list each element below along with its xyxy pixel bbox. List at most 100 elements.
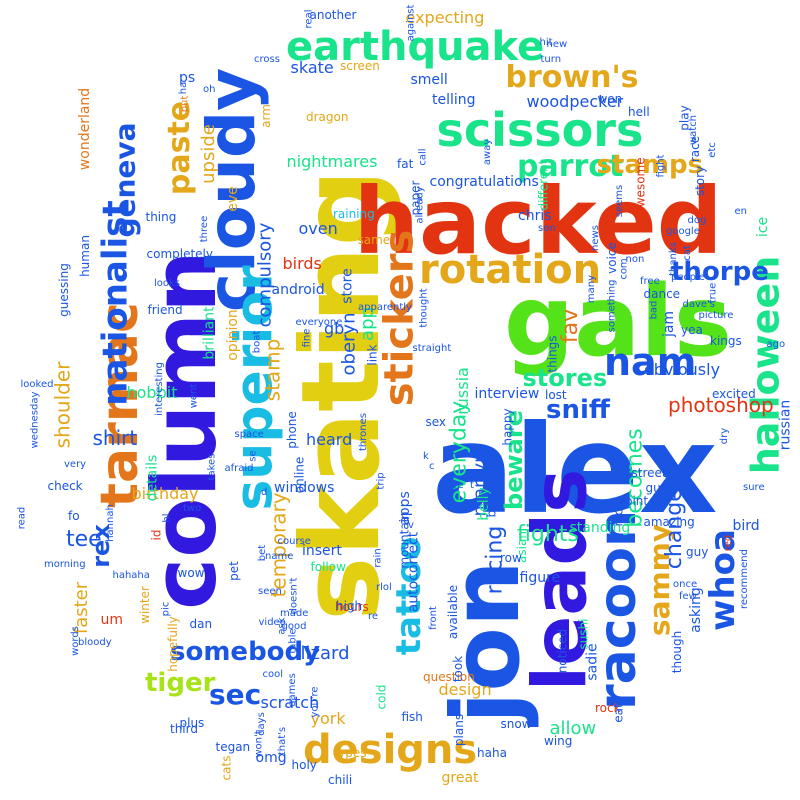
- word-hacked: hacked: [353, 168, 723, 275]
- word-standing: standing: [569, 520, 631, 536]
- word-windows: windows: [274, 480, 335, 496]
- word-street: street: [631, 466, 667, 480]
- word-google: google: [666, 226, 700, 237]
- word-hannah: hannah: [104, 504, 116, 542]
- word-already: already: [414, 186, 426, 224]
- word-woodpecker: woodpecker: [526, 92, 624, 111]
- word-ha: ha: [178, 81, 190, 95]
- word-android: android: [271, 282, 325, 298]
- word-three: three: [199, 215, 211, 243]
- word-thing: thing: [145, 210, 177, 224]
- word-v: v: [408, 520, 414, 531]
- word-guy: guy: [686, 545, 709, 559]
- word-tiger: tiger: [145, 668, 216, 698]
- word-sure: sure: [743, 482, 765, 493]
- word-dragon: dragon: [306, 110, 349, 124]
- word-jam: jam: [661, 310, 678, 338]
- word-high: high: [336, 599, 363, 613]
- word-great: great: [441, 770, 479, 786]
- word-t: t: [470, 480, 474, 491]
- word-screen: screen: [340, 59, 380, 73]
- word-tegan: tegan: [215, 740, 251, 754]
- word-son: son: [538, 223, 556, 234]
- word-human: human: [77, 235, 92, 277]
- word-skate: skate: [290, 58, 334, 77]
- word-shoulder: shoulder: [49, 361, 74, 449]
- word-dan: dan: [189, 617, 213, 631]
- word-cross: cross: [254, 54, 280, 65]
- word-non: non: [625, 254, 645, 265]
- word-you-re: you're: [309, 686, 321, 718]
- word-hopefully: hopefully: [165, 616, 180, 672]
- word-i-ve: i've: [446, 480, 464, 491]
- word-sec: sec: [209, 678, 262, 711]
- word-awesome: awesome: [633, 157, 648, 215]
- word-hell: hell: [628, 105, 650, 119]
- word-turn: turn: [540, 54, 562, 65]
- word-designs: designs: [303, 727, 478, 773]
- word-lizard: lizard: [300, 643, 350, 664]
- word-bird: bird: [732, 518, 760, 534]
- word-allow: allow: [549, 718, 597, 739]
- word-hahaha: hahaha: [112, 570, 150, 581]
- word-bikes: bikes: [484, 486, 499, 518]
- word-cat: cat: [681, 245, 693, 261]
- word-interview: interview: [474, 386, 540, 402]
- word-apparently: apparently: [358, 302, 412, 313]
- word-online: online: [291, 456, 306, 494]
- word-etc: etc: [706, 142, 718, 158]
- word-re: re: [368, 611, 379, 622]
- word-different: different: [535, 159, 550, 211]
- word-obviously: obviously: [644, 360, 721, 379]
- word-space: space: [234, 429, 264, 440]
- word-rain: rain: [372, 548, 384, 568]
- word-pic: pic: [159, 601, 171, 617]
- word-yea: yea: [681, 323, 703, 337]
- word-birthday: birthday: [131, 484, 199, 503]
- word-games: games: [286, 673, 298, 707]
- word-design: design: [438, 680, 492, 699]
- word-thanks: thanks: [667, 242, 679, 276]
- word-available: available: [446, 584, 461, 640]
- word-geneva: geneva: [108, 122, 142, 238]
- word-russian: russian: [776, 399, 793, 451]
- word-d: d: [261, 487, 268, 498]
- word-once: once: [673, 579, 698, 590]
- word-hobbit: hobbit: [126, 383, 178, 402]
- word-friend: friend: [147, 303, 183, 317]
- word-looks: looks: [154, 278, 181, 289]
- word-nightmares: nightmares: [286, 152, 378, 171]
- word-two: two: [183, 503, 202, 514]
- word-link: link: [365, 344, 380, 366]
- word-takes: takes: [205, 453, 217, 481]
- word-ice: ice: [755, 216, 772, 238]
- word-pet: pet: [226, 561, 241, 581]
- word-insert: insert: [302, 543, 342, 559]
- word-seen: seen: [258, 586, 282, 597]
- word-check: check: [47, 479, 83, 493]
- word-won-t: won't: [253, 730, 265, 758]
- word-rock: rock: [595, 701, 621, 715]
- word-gb: gb: [324, 319, 345, 338]
- word-wow: wow: [177, 566, 205, 580]
- word-dog: dog: [687, 215, 707, 226]
- word-plus: plus: [179, 716, 205, 730]
- word-ask: ask: [276, 617, 288, 635]
- word-id: id: [148, 529, 163, 541]
- word-name: name: [265, 551, 294, 562]
- word-brown-s: brown's: [505, 60, 639, 95]
- word-another: another: [309, 8, 357, 22]
- word-point: point: [617, 494, 649, 508]
- word-cool: cool: [262, 669, 284, 680]
- word-phone: phone: [284, 411, 299, 449]
- word-hours: hours: [335, 600, 369, 614]
- word-alex: alex: [432, 399, 718, 541]
- word-watch: watch: [688, 114, 700, 146]
- word-snow: snow: [500, 717, 532, 731]
- word-holy: holy: [291, 758, 317, 772]
- word-good: good: [281, 621, 307, 632]
- word-excited: excited: [712, 387, 756, 401]
- word-very: very: [64, 459, 87, 470]
- word-com: com: [618, 258, 630, 280]
- word-dry: dry: [719, 427, 731, 445]
